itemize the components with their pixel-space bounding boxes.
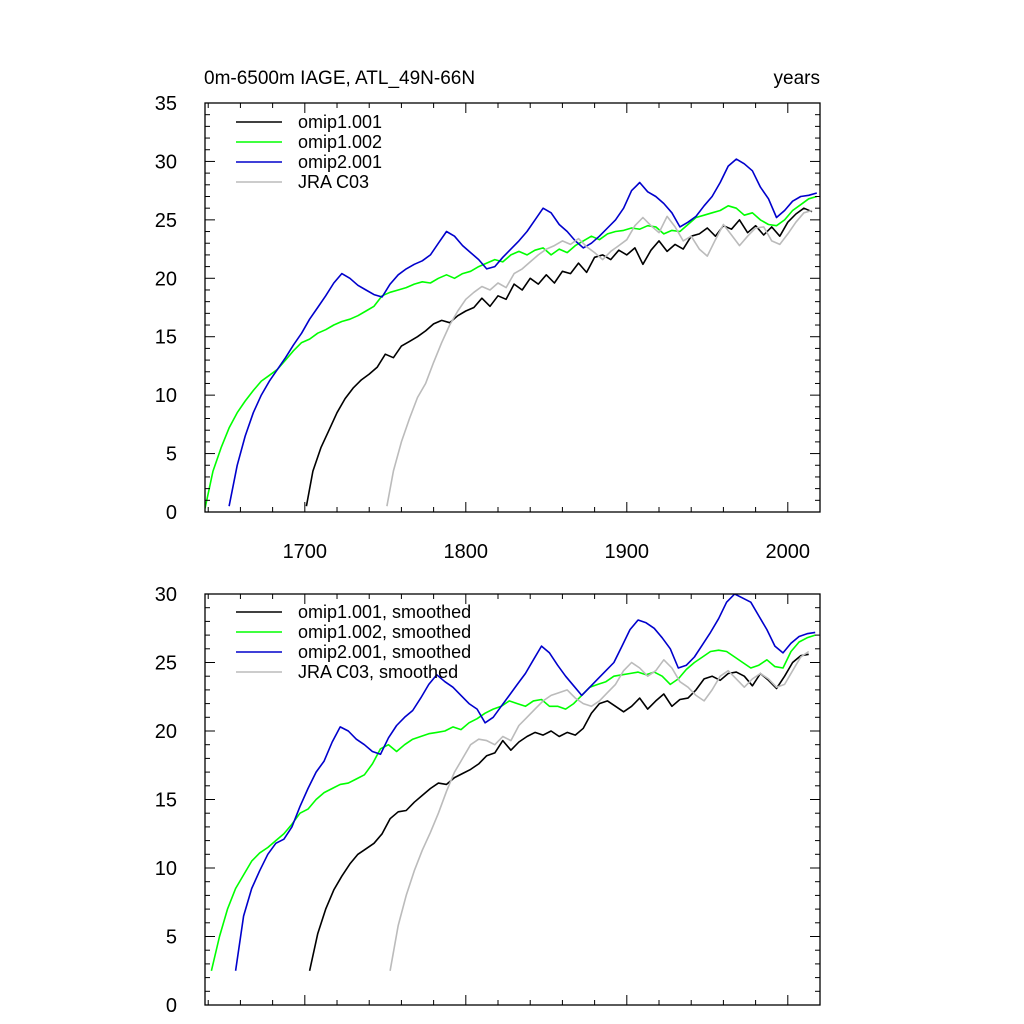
panel-top: 0m-6500m IAGE, ATL_49N-66N years 0 5 10 15 2… <box>155 68 821 563</box>
panel-bottom-series-group <box>210 594 816 971</box>
panel-bottom: 0 5 10 15 20 25 30 omip1.001, smoothedomip1.00… <box>155 584 821 1017</box>
series-line-bottom-0 <box>308 653 809 971</box>
legend-label-top-3: JRA C03 <box>298 172 369 192</box>
series-line-top-3 <box>386 209 813 507</box>
ytick-label-bottom: 10 <box>155 858 177 880</box>
panel-top-tick-labels: 0 5 10 15 20 25 30 35 1700 1800 1900 2000 <box>155 93 810 563</box>
ytick-label-bottom: 15 <box>155 790 177 812</box>
panel-bottom-tick-labels: 0 5 10 15 20 25 30 <box>155 584 177 1017</box>
panel-top-title-right: years <box>774 68 820 89</box>
xtick-label-top: 2000 <box>766 541 811 563</box>
ytick-label-top: 15 <box>155 327 177 349</box>
ytick-label-top: 35 <box>155 93 177 115</box>
legend-label-bottom-1: omip1.002, smoothed <box>298 622 471 642</box>
legend-label-bottom-0: omip1.001, smoothed <box>298 602 471 622</box>
ytick-label-bottom: 5 <box>166 927 177 949</box>
panel-top-ticks <box>205 102 821 513</box>
series-line-top-1 <box>205 195 818 509</box>
ytick-label-top: 5 <box>166 444 177 466</box>
legend-label-top-0: omip1.001 <box>298 112 382 132</box>
ytick-label-bottom: 0 <box>166 995 177 1017</box>
panel-top-title-left: 0m-6500m IAGE, ATL_49N-66N <box>204 68 475 89</box>
series-line-top-2 <box>228 158 818 507</box>
ytick-label-top: 30 <box>155 151 177 173</box>
panel-top-series-group <box>205 158 818 509</box>
xtick-label-top: 1900 <box>605 541 650 563</box>
series-line-top-0 <box>305 207 813 507</box>
xtick-label-top: 1700 <box>283 541 328 563</box>
ytick-label-bottom: 30 <box>155 584 177 606</box>
legend-label-top-2: omip2.001 <box>298 152 382 172</box>
legend-label-top-1: omip1.002 <box>298 132 382 152</box>
series-line-bottom-2 <box>234 594 816 971</box>
series-line-bottom-3 <box>389 650 810 971</box>
legend-label-bottom-2: omip2.001, smoothed <box>298 642 471 662</box>
ytick-label-top: 25 <box>155 210 177 232</box>
panel-top-frame <box>204 102 821 513</box>
ytick-label-top: 20 <box>155 268 177 290</box>
panel-bottom-ticks <box>205 593 821 1006</box>
xtick-label-top: 1800 <box>444 541 489 563</box>
ytick-label-top: 10 <box>155 385 177 407</box>
series-line-bottom-1 <box>210 634 816 971</box>
ytick-label-bottom: 20 <box>155 721 177 743</box>
ytick-label-bottom: 25 <box>155 653 177 675</box>
ytick-label-top: 0 <box>166 502 177 524</box>
legend-label-bottom-3: JRA C03, smoothed <box>298 662 458 682</box>
